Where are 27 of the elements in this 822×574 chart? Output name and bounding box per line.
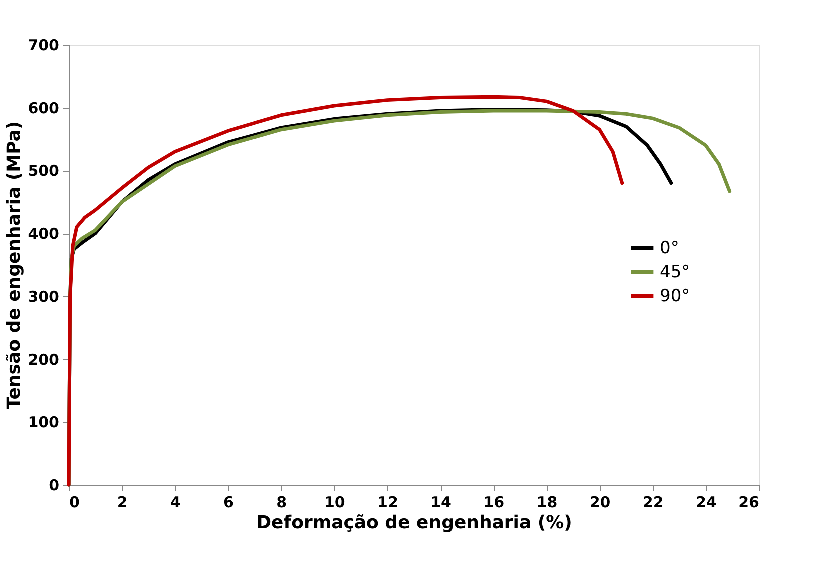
x-tick-label: 20 [590, 494, 611, 512]
x-tick-label: 6 [224, 494, 234, 512]
y-tick-label: 600 [28, 99, 60, 118]
x-tick-label: 14 [430, 494, 452, 512]
x-axis-title: Deformação de engenharia (%) [256, 512, 572, 534]
legend-label: 45° [660, 262, 690, 282]
x-tick-label: 22 [642, 494, 664, 512]
x-tick-label: 2 [117, 494, 128, 512]
x-tick-label: 8 [276, 494, 288, 512]
y-axis-title: Tensão de engenharia (MPa) [4, 121, 26, 410]
x-tick-label: 12 [378, 494, 398, 512]
x-tick-label: 26 [738, 494, 760, 512]
x-tick-label: 24 [696, 494, 717, 512]
y-tick-label: 700 [28, 36, 60, 54]
legend-label: 90° [660, 286, 690, 306]
y-tick-label: 500 [28, 162, 60, 180]
x-tick-label: 18 [536, 494, 558, 512]
x-tick-label: 10 [324, 494, 346, 512]
y-tick-label: 400 [28, 225, 60, 244]
y-tick-label: 100 [28, 414, 60, 432]
y-tick-label: 300 [28, 288, 60, 306]
legend-label: 0° [660, 238, 680, 258]
y-tick-label: 200 [28, 350, 60, 369]
y-tick-label: 0 [49, 476, 60, 494]
x-tick-label: 4 [170, 494, 181, 512]
x-tick-label: 16 [484, 494, 505, 512]
x-tick-label: 0 [70, 494, 80, 512]
